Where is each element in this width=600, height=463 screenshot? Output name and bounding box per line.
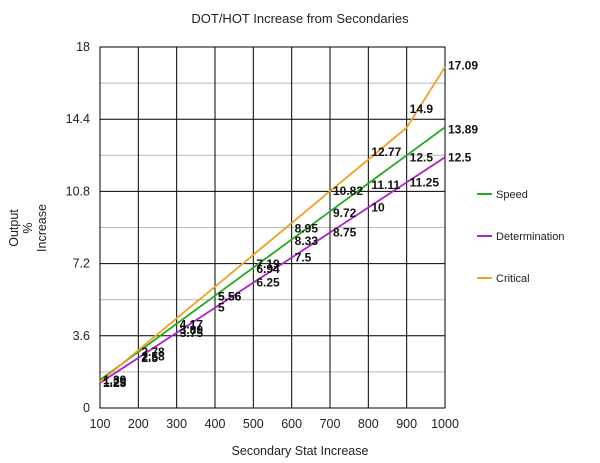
series-line-speed bbox=[99, 126, 446, 381]
data-label: 5 bbox=[218, 301, 225, 315]
data-label: 11.11 bbox=[371, 178, 400, 192]
data-labels: 1.391.291.25 2.782.582.5 4.173.893.75 5.565… bbox=[103, 58, 478, 390]
x-tick-label: 800 bbox=[358, 417, 379, 431]
data-label: 8.33 bbox=[295, 234, 319, 248]
x-tick-label: 900 bbox=[396, 417, 417, 431]
data-label: 1.29 bbox=[103, 375, 127, 389]
legend-label: Speed bbox=[496, 189, 528, 201]
data-label: 5.56 bbox=[218, 289, 242, 303]
x-tick-label: 1000 bbox=[431, 417, 459, 431]
data-label: 12.5 bbox=[448, 150, 472, 164]
data-label: 10 bbox=[371, 200, 385, 214]
data-label: 7.5 bbox=[295, 251, 312, 265]
y-tick-label: 18 bbox=[76, 40, 90, 54]
y-axis-label-line: Increase bbox=[35, 204, 49, 252]
data-label: 9.72 bbox=[333, 206, 357, 220]
x-tick-label: 200 bbox=[128, 417, 149, 431]
data-label: 12.5 bbox=[410, 150, 434, 164]
data-label: 5.56 bbox=[218, 289, 242, 303]
series-line-determination bbox=[99, 156, 446, 384]
data-label: 2.78 bbox=[141, 345, 165, 359]
data-label: 4.17 bbox=[180, 317, 204, 331]
chart-title: DOT/HOT Increase from Secondaries bbox=[191, 11, 409, 26]
data-label: 2.5 bbox=[141, 351, 158, 365]
x-tick-label: 100 bbox=[90, 417, 111, 431]
data-label: 6.94 bbox=[256, 262, 280, 276]
x-axis-label: Secondary Stat Increase bbox=[232, 444, 369, 458]
y-tick-label: 10.8 bbox=[66, 184, 90, 198]
x-tick-label: 500 bbox=[243, 417, 264, 431]
data-label: 8.95 bbox=[295, 222, 319, 236]
data-label: 1.39 bbox=[103, 373, 127, 387]
legend: Speed Determination Critical bbox=[477, 189, 564, 285]
x-tick-label: 600 bbox=[281, 417, 302, 431]
legend-label: Critical bbox=[496, 273, 530, 285]
axes: 0 3.6 7.2 10.8 14.4 18 100 200 300 400 500 600 700 80… bbox=[66, 40, 459, 431]
plot-frame bbox=[99, 46, 446, 409]
y-tick-label: 3.6 bbox=[73, 329, 90, 343]
data-label: 8.75 bbox=[333, 226, 357, 240]
y-axis-label-line: Output bbox=[7, 209, 21, 247]
x-tick-label: 300 bbox=[166, 417, 187, 431]
data-label: 10.82 bbox=[333, 184, 363, 198]
data-label: 12.77 bbox=[371, 145, 401, 159]
y-tick-label: 7.2 bbox=[73, 257, 90, 271]
legend-label: Determination bbox=[496, 231, 564, 243]
data-label: 14.9 bbox=[410, 102, 434, 116]
y-axis-label: Output% Increase bbox=[7, 204, 49, 252]
data-label: 7.19 bbox=[256, 257, 280, 271]
data-label: 6.25 bbox=[256, 276, 280, 290]
y-axis-label-line: % bbox=[21, 222, 35, 233]
data-label: 13.89 bbox=[448, 122, 478, 136]
data-label: 1.25 bbox=[103, 376, 127, 390]
data-label: 17.09 bbox=[448, 58, 478, 72]
y-tick-label: 14.4 bbox=[66, 112, 90, 126]
data-label: 3.75 bbox=[180, 326, 204, 340]
series-lines bbox=[99, 66, 446, 384]
data-label: 2.58 bbox=[141, 349, 165, 363]
data-label: 11.25 bbox=[410, 175, 440, 189]
series-line-critical bbox=[99, 66, 446, 383]
x-tick-label: 700 bbox=[320, 417, 341, 431]
x-tick-label: 400 bbox=[205, 417, 226, 431]
y-tick-label: 0 bbox=[83, 401, 90, 415]
data-label: 3.89 bbox=[180, 323, 204, 337]
